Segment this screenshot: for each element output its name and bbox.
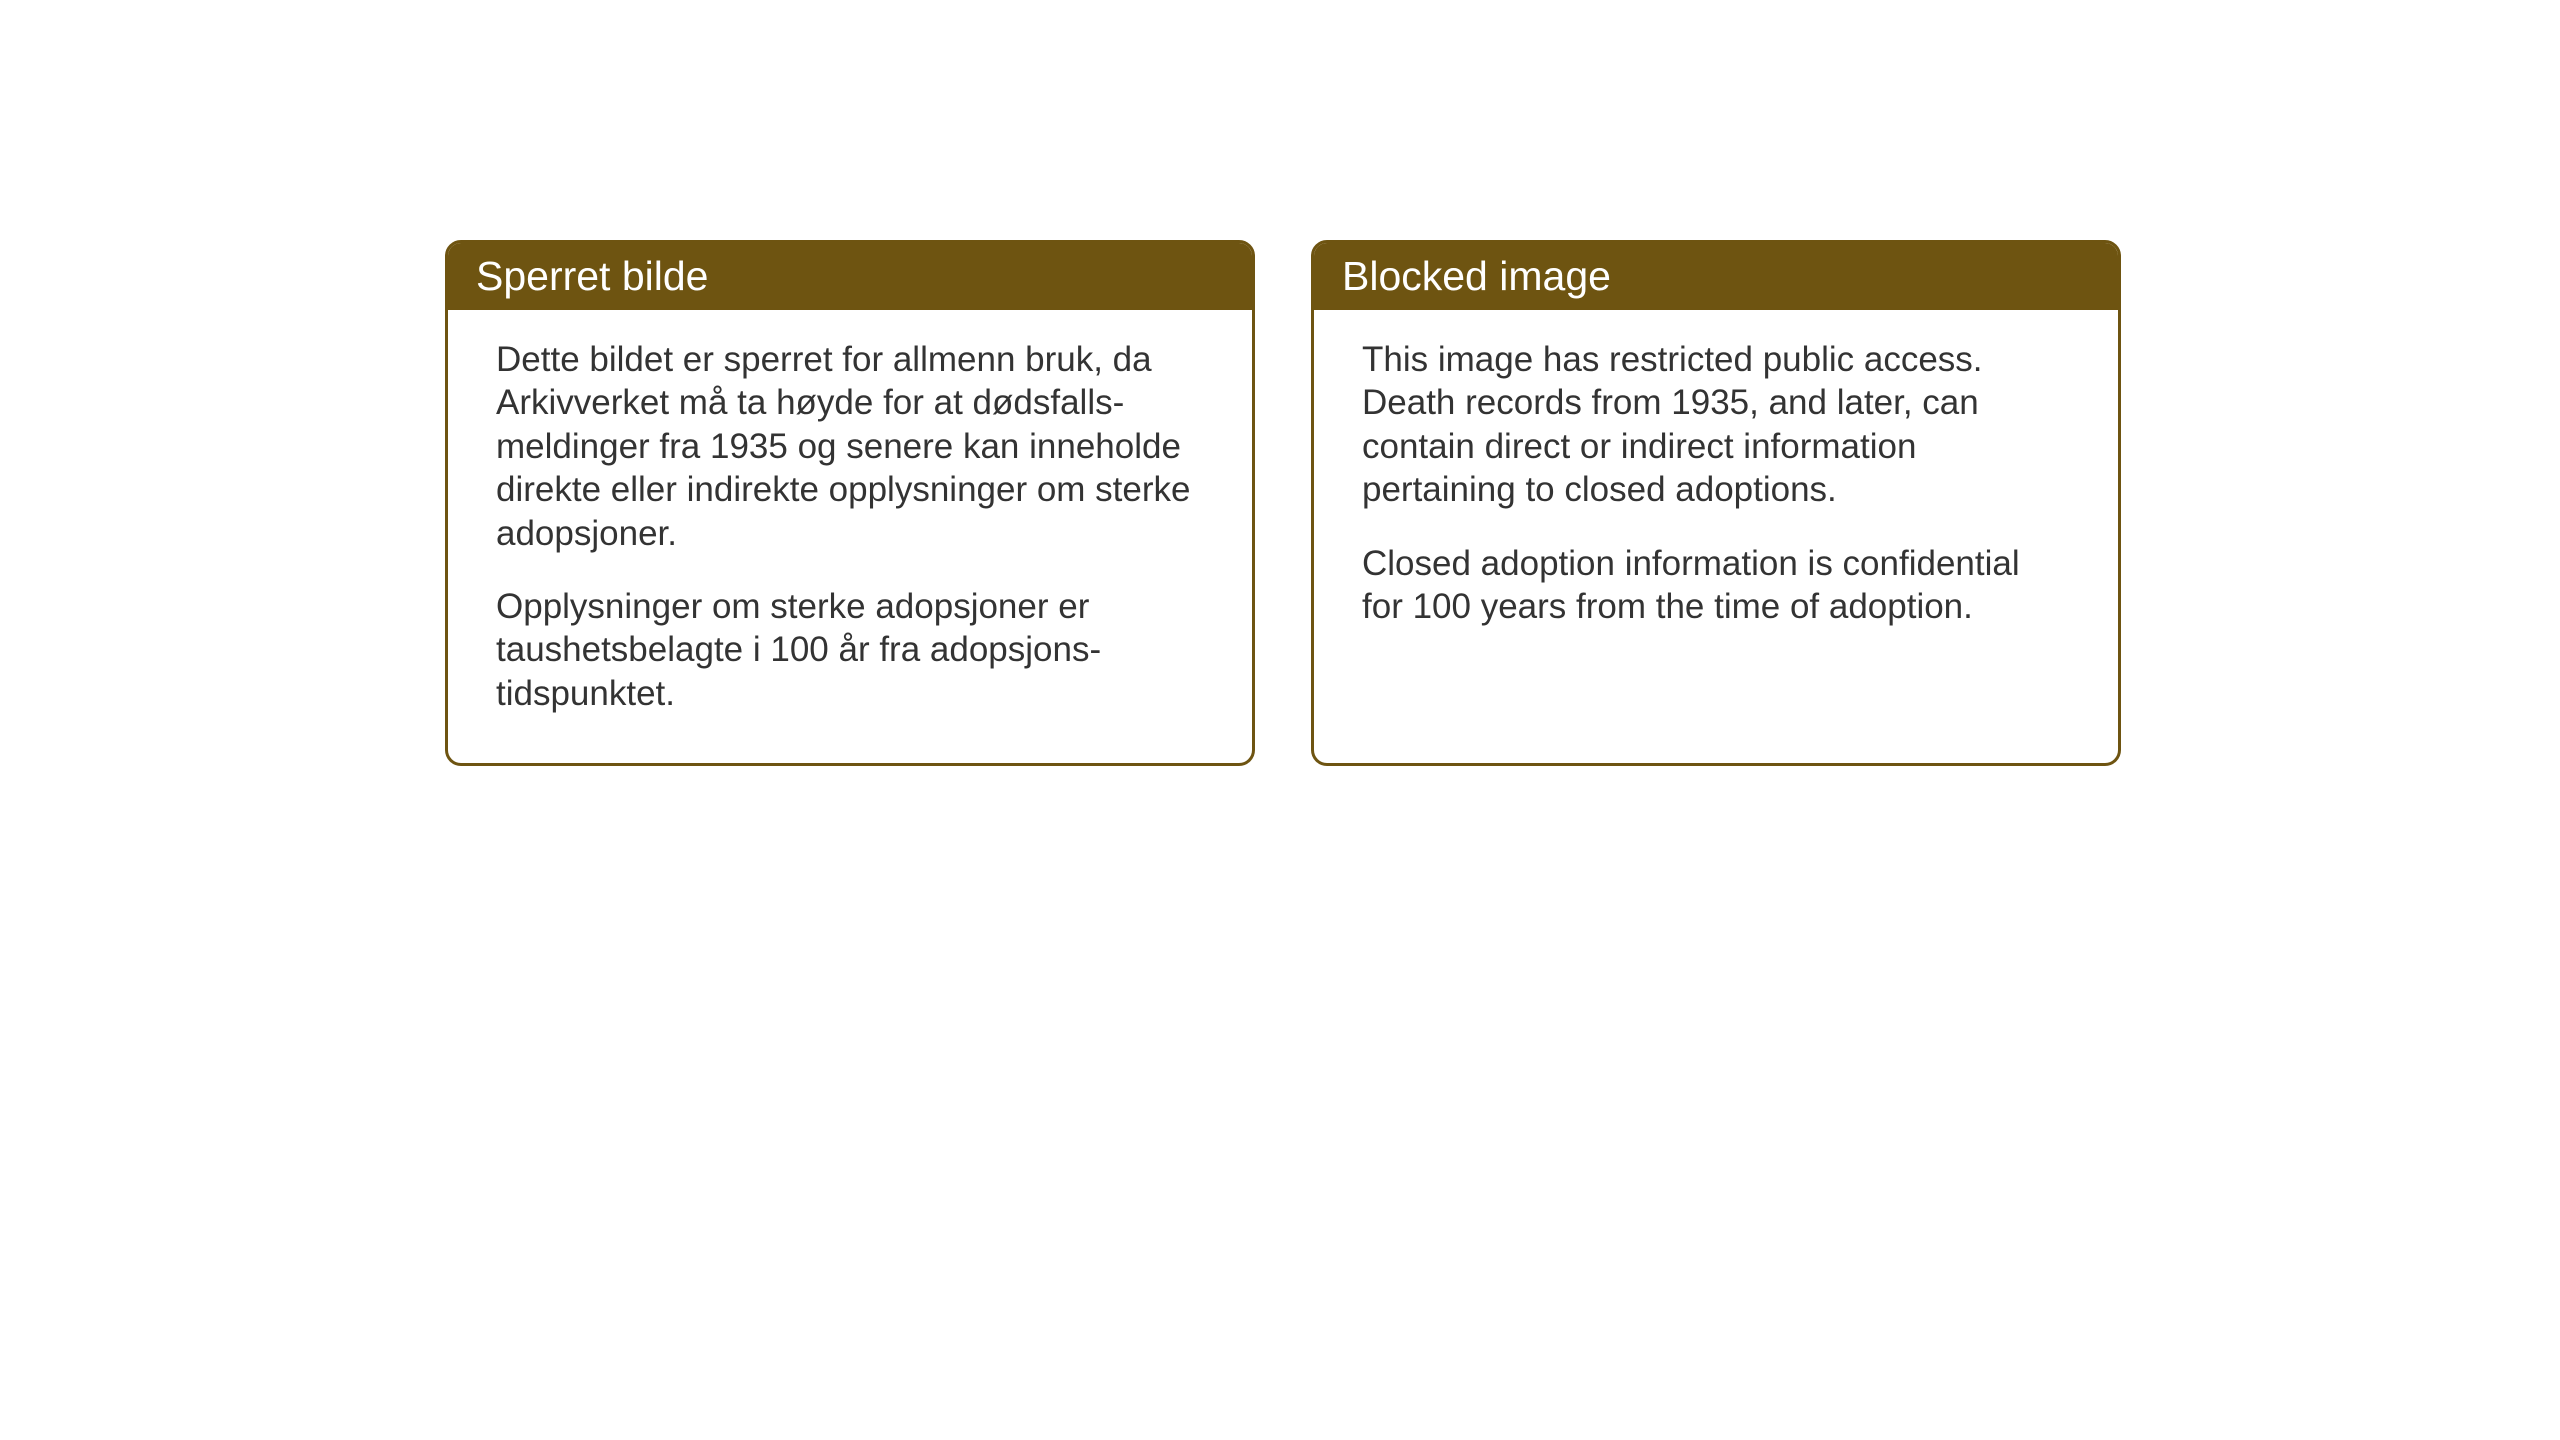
notice-header-norwegian: Sperret bilde: [448, 243, 1252, 310]
notice-paragraph: Dette bildet er sperret for allmenn bruk…: [496, 338, 1204, 555]
notice-paragraph: Opplysninger om sterke adopsjoner er tau…: [496, 585, 1204, 715]
notices-container: Sperret bilde Dette bildet er sperret fo…: [445, 240, 2121, 766]
notice-paragraph: This image has restricted public access.…: [1362, 338, 2070, 512]
notice-box-english: Blocked image This image has restricted …: [1311, 240, 2121, 766]
notice-box-norwegian: Sperret bilde Dette bildet er sperret fo…: [445, 240, 1255, 766]
notice-paragraph: Closed adoption information is confident…: [1362, 542, 2070, 629]
notice-body-norwegian: Dette bildet er sperret for allmenn bruk…: [448, 310, 1252, 763]
notice-header-english: Blocked image: [1314, 243, 2118, 310]
notice-body-english: This image has restricted public access.…: [1314, 310, 2118, 676]
